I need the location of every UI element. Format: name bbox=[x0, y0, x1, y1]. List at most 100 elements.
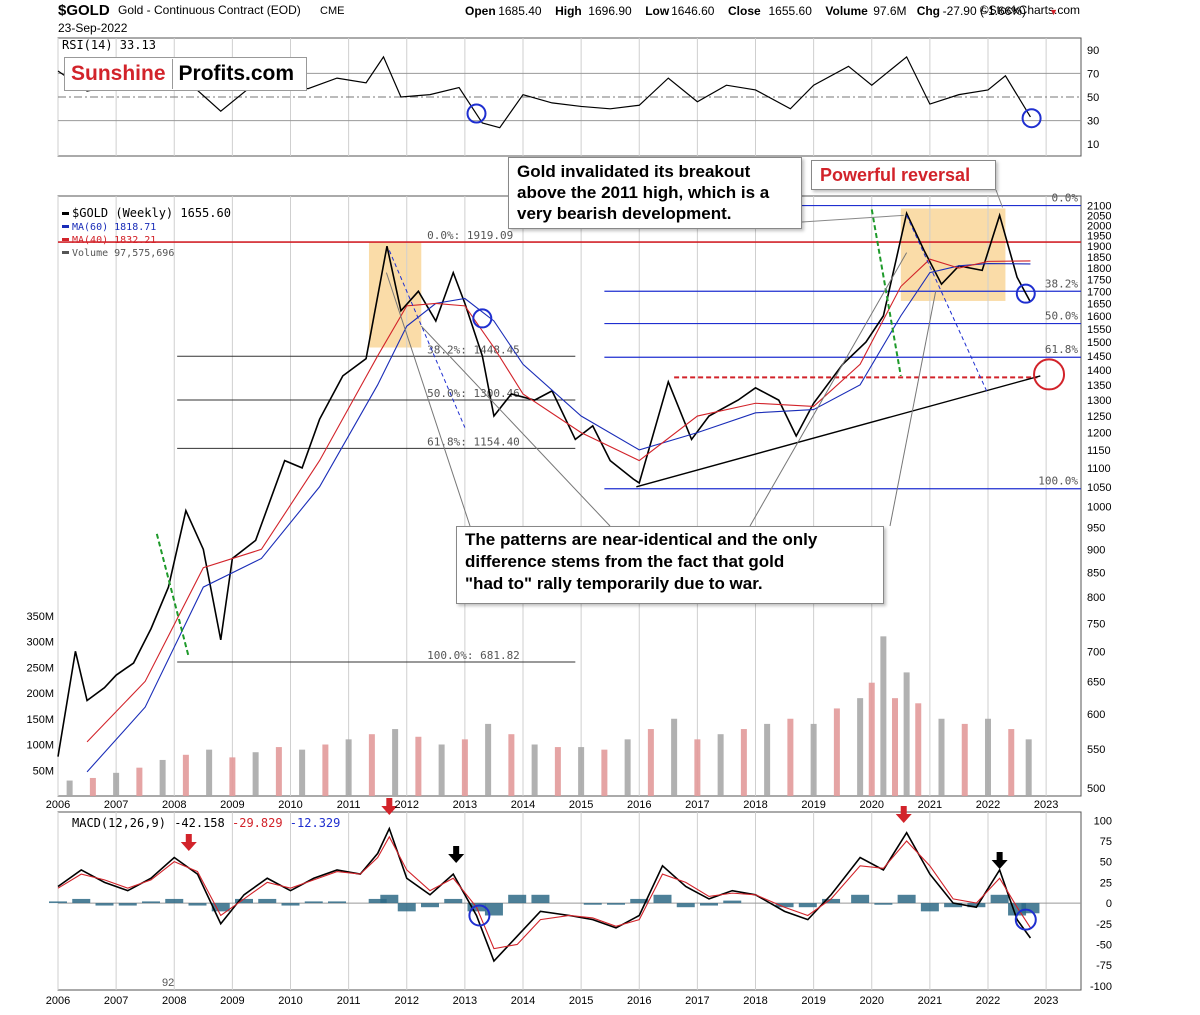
logo-part-profits: Profits.com bbox=[178, 62, 295, 85]
price-legend-swatch-0 bbox=[62, 212, 69, 215]
macd-histogram-bar bbox=[798, 903, 817, 908]
price-legend-2: MA(40) 1832.21 bbox=[72, 235, 156, 246]
macd-histogram-bar bbox=[188, 903, 207, 906]
macd-circle-2022-icon bbox=[1014, 908, 1037, 931]
volume-bar bbox=[961, 723, 968, 796]
x-tick-macd-2019: 2019 bbox=[801, 995, 825, 1007]
callout-breakout-line-1: Gold invalidated its breakout bbox=[517, 162, 751, 181]
chart-exchange: CME bbox=[320, 5, 344, 17]
volume-bar bbox=[892, 698, 898, 796]
x-tick-price-2011: 2011 bbox=[337, 799, 361, 811]
volume-bar bbox=[229, 757, 236, 796]
price-y-tick-1250: 1250 bbox=[1087, 411, 1111, 423]
price-y-tick-700: 700 bbox=[1087, 646, 1105, 658]
callout-reversal-pointer bbox=[995, 189, 1003, 208]
macd-histogram-bar bbox=[421, 903, 439, 908]
macd-histogram-bar bbox=[583, 903, 602, 905]
callout-breakout-line-3: very bearish development. bbox=[517, 204, 732, 223]
macd-legend-3: -12.329 bbox=[290, 816, 341, 830]
ohlc-label-4: Volume bbox=[825, 4, 868, 18]
volume-bar bbox=[554, 747, 561, 796]
volume-bar bbox=[113, 772, 120, 796]
x-tick-macd-2013: 2013 bbox=[453, 995, 477, 1007]
x-tick-macd-2011: 2011 bbox=[337, 995, 361, 1007]
macd-histogram-bar bbox=[258, 898, 277, 904]
volume-bar bbox=[89, 777, 96, 796]
price-y-tick-1600: 1600 bbox=[1087, 311, 1111, 323]
macd-histogram-bar bbox=[723, 900, 742, 904]
rsi-line bbox=[57, 55, 1031, 129]
volume-bar bbox=[531, 744, 538, 796]
fib-left-label-1: 38.2%: 1448.45 bbox=[427, 343, 520, 356]
x-tick-price-2008: 2008 bbox=[162, 799, 186, 811]
chg-down-marker-icon: ▼ bbox=[1049, 7, 1058, 17]
volume-bar bbox=[810, 723, 817, 796]
macd-legend-2: -29.829 bbox=[232, 816, 283, 830]
price-legend-swatch-1 bbox=[62, 225, 69, 228]
breakdown-circle-2013-icon bbox=[472, 308, 493, 329]
macd-y-tick--100: -100 bbox=[1090, 981, 1112, 993]
target-circle-icon bbox=[1033, 358, 1066, 391]
macd-histogram-bar bbox=[775, 903, 794, 908]
price-y-tick-800: 800 bbox=[1087, 592, 1105, 604]
macd-histogram-bar bbox=[874, 903, 893, 905]
macd-histogram-bar bbox=[676, 903, 695, 908]
price-y-tick-1200: 1200 bbox=[1087, 428, 1111, 440]
x-tick-macd-2010: 2010 bbox=[278, 995, 302, 1007]
macd-arrow-2020-icon-shaft bbox=[900, 806, 907, 814]
macd-histogram-bar bbox=[531, 894, 550, 904]
macd-histogram-bar bbox=[281, 903, 300, 906]
price-y-tick-2100: 2100 bbox=[1087, 201, 1111, 213]
callout-breakout: Gold invalidated its breakout above the … bbox=[508, 157, 802, 229]
x-tick-price-2022: 2022 bbox=[976, 799, 1000, 811]
rsi-circle-2013-icon bbox=[466, 103, 487, 124]
price-legend-swatch-3 bbox=[62, 251, 69, 254]
price-y-tick-2000: 2000 bbox=[1087, 220, 1111, 232]
volume-bar bbox=[717, 734, 724, 796]
volume-bar bbox=[1025, 739, 1032, 796]
macd-arrow-2011-icon-shaft bbox=[386, 798, 393, 806]
volume-bar bbox=[461, 739, 468, 796]
price-line bbox=[57, 210, 1032, 757]
volume-bar bbox=[915, 703, 922, 796]
ohlc-label-5: Chg bbox=[917, 4, 940, 18]
volume-bar bbox=[671, 718, 678, 796]
macd-y-tick-50: 50 bbox=[1100, 857, 1112, 869]
volume-bar bbox=[624, 739, 631, 796]
price-y-tick-1500: 1500 bbox=[1087, 337, 1111, 349]
x-tick-price-2013: 2013 bbox=[453, 799, 477, 811]
x-tick-price-2006: 2006 bbox=[46, 799, 70, 811]
macd-annotation-text: 92 bbox=[162, 977, 174, 989]
macd-histogram-bar bbox=[630, 898, 649, 904]
rsi-y-tick-50: 50 bbox=[1087, 92, 1099, 104]
ohlc-value-5: -27.90 (-1.66%) bbox=[943, 4, 1026, 18]
volume-y-tick-100M: 100M bbox=[26, 740, 54, 752]
macd-arrow-2008-icon-shaft bbox=[185, 834, 192, 842]
macd-y-tick-100: 100 bbox=[1094, 815, 1112, 827]
fib-right-label-3: 61.8% bbox=[1045, 343, 1078, 356]
green-guide-2020 bbox=[870, 209, 902, 377]
ma60-line bbox=[86, 263, 1031, 773]
price-y-tick-900: 900 bbox=[1087, 544, 1105, 556]
macd-y-tick--25: -25 bbox=[1096, 919, 1112, 931]
macd-arrow-2022-icon bbox=[991, 852, 1008, 869]
volume-y-tick-150M: 150M bbox=[26, 714, 54, 726]
macd-histogram-bar bbox=[967, 903, 986, 908]
macd-panel bbox=[57, 811, 1082, 991]
macd-histogram-bar bbox=[607, 903, 625, 905]
volume-y-tick-300M: 300M bbox=[26, 637, 54, 649]
volume-bar bbox=[275, 747, 282, 796]
macd-arrow-2020-icon bbox=[895, 806, 912, 823]
macd-histogram-bar bbox=[118, 903, 137, 906]
price-y-tick-1850: 1850 bbox=[1087, 252, 1111, 264]
x-tick-price-2012: 2012 bbox=[395, 799, 419, 811]
chart-source: ©StockCharts.com bbox=[980, 3, 1080, 17]
volume-bar bbox=[508, 734, 515, 796]
macd-arrow-2008-icon-head bbox=[180, 842, 197, 851]
volume-bar bbox=[868, 682, 875, 796]
volume-bar bbox=[833, 708, 840, 796]
macd-histogram-bar bbox=[897, 894, 916, 904]
x-tick-macd-2017: 2017 bbox=[685, 995, 709, 1007]
macd-histogram-bar bbox=[235, 898, 253, 904]
rsi-y-tick-70: 70 bbox=[1087, 68, 1099, 80]
